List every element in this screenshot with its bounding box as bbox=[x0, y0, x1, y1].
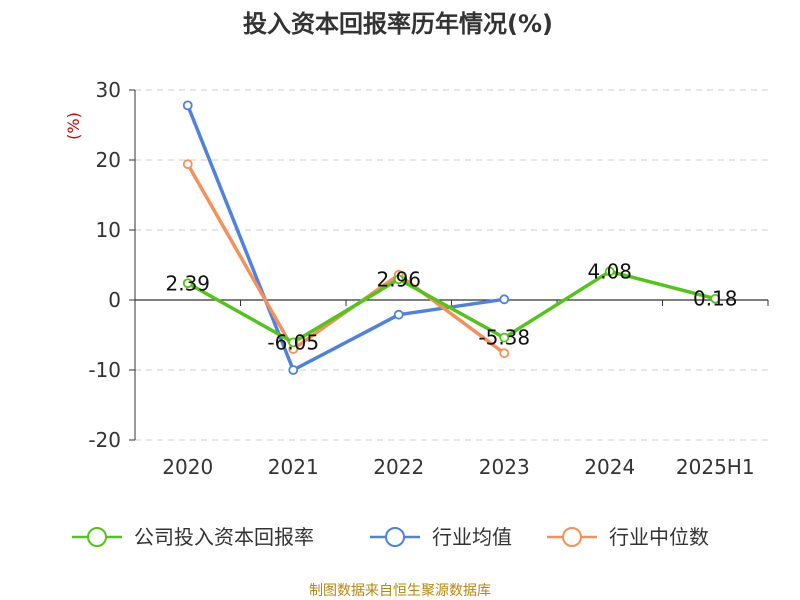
legend-swatch-marker bbox=[385, 527, 405, 547]
data-label: -6.05 bbox=[267, 330, 319, 354]
data-point bbox=[499, 294, 510, 305]
gridlines bbox=[135, 89, 768, 441]
data-label: 2.39 bbox=[165, 271, 210, 295]
data-point bbox=[393, 274, 404, 285]
chart-title: 投入资本回报率历年情况(%) bbox=[243, 10, 553, 38]
x-tick-label: 2023 bbox=[479, 455, 530, 479]
data-point bbox=[182, 278, 193, 289]
legend-label: 公司投入资本回报率 bbox=[134, 525, 314, 549]
series-line bbox=[186, 103, 506, 372]
data-point bbox=[604, 266, 615, 277]
x-tick-label: 2020 bbox=[162, 455, 213, 479]
legend-swatch-marker bbox=[87, 527, 107, 547]
data-labels: 2.39 -6.05 2.96 -5.38 4.08 0.18 bbox=[165, 259, 737, 354]
y-tick-label: 20 bbox=[96, 148, 121, 172]
x-tick-label: 2025H1 bbox=[676, 455, 755, 479]
data-label: 2.96 bbox=[376, 267, 421, 291]
legend: 公司投入资本回报率 行业均值 行业中位数 bbox=[72, 525, 709, 549]
data-label: -5.38 bbox=[478, 326, 530, 350]
y-tick-label: -20 bbox=[88, 428, 121, 452]
legend-label: 行业中位数 bbox=[609, 525, 709, 549]
y-tick-label: -10 bbox=[88, 358, 121, 382]
data-point bbox=[710, 293, 721, 304]
x-tick-label: 2022 bbox=[373, 455, 424, 479]
y-tick-label: 10 bbox=[96, 218, 121, 242]
x-tick-label: 2021 bbox=[268, 455, 319, 479]
series-line bbox=[186, 269, 717, 345]
y-tick-label: 30 bbox=[96, 78, 121, 102]
data-point bbox=[182, 100, 193, 111]
y-axis-unit-label: (%) bbox=[64, 112, 83, 140]
series-layer bbox=[182, 100, 721, 375]
series-line bbox=[186, 162, 506, 355]
data-point bbox=[499, 348, 510, 359]
x-tick-label: 2024 bbox=[584, 455, 635, 479]
data-point bbox=[288, 337, 299, 348]
data-point bbox=[182, 159, 193, 170]
legend-label: 行业均值 bbox=[432, 525, 512, 549]
data-source-note: 制图数据来自恒生聚源数据库 bbox=[309, 583, 491, 599]
y-tick-label: 0 bbox=[108, 288, 121, 312]
data-label: 4.08 bbox=[587, 259, 632, 283]
data-point bbox=[499, 332, 510, 343]
axes: 30 20 10 0 -10 -20 2020 2021 2022 2023 2024 2025H1 bbox=[88, 78, 769, 479]
legend-swatch-marker bbox=[562, 527, 582, 547]
data-point bbox=[393, 309, 404, 320]
data-label: 0.18 bbox=[693, 287, 738, 311]
data-point bbox=[288, 365, 299, 375]
